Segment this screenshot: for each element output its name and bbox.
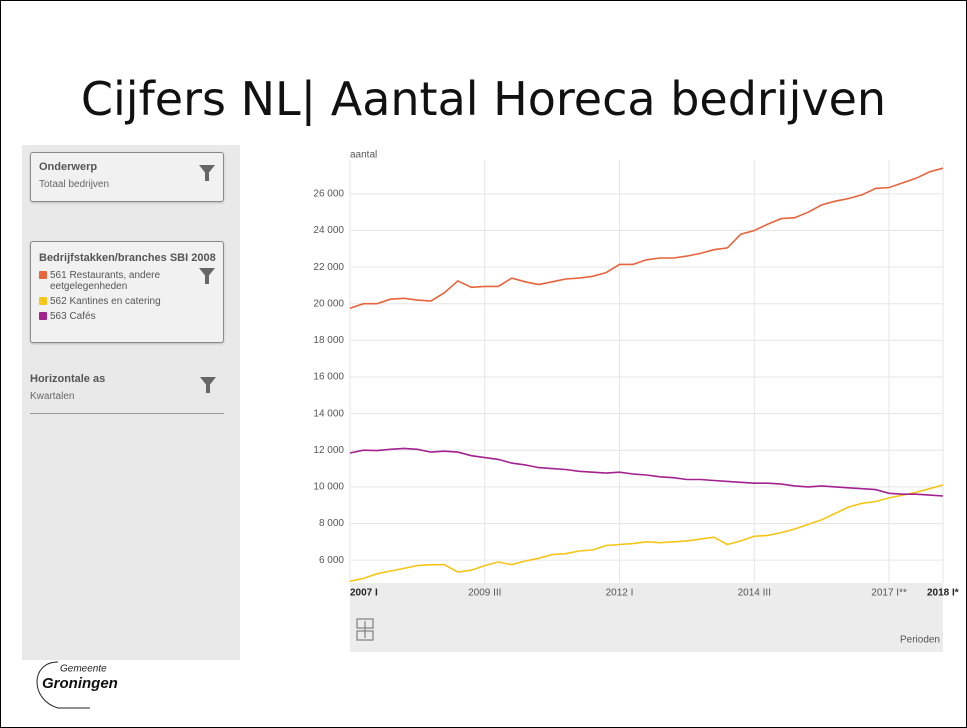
filter-label: Onderwerp (39, 161, 98, 173)
legend-swatch (39, 297, 47, 305)
y-tick-label: 22 000 (313, 262, 344, 273)
y-tick-label: 8 000 (319, 518, 344, 529)
filter-icon[interactable] (199, 268, 215, 284)
x-tick-label: 2009 III (468, 588, 501, 599)
filter-icon[interactable] (199, 165, 215, 181)
logo-text: Gemeente (60, 664, 107, 675)
series-line (349, 167, 944, 310)
filter-value: Totaal bedrijven (39, 179, 110, 190)
x-tick-label: 2017 I** (871, 588, 907, 599)
legend-item: 563 Cafés (39, 311, 189, 322)
legend: 561 Restaurants, andere eetgelegenheden 5… (39, 270, 223, 322)
y-tick-label: 14 000 (313, 408, 344, 419)
filter-value: Kwartalen (30, 391, 75, 402)
x-tick-label: 2007 I (350, 588, 378, 599)
filter-label: Horizontale as (30, 373, 106, 385)
slide-title: Cijfers NL| Aantal Horeca bedrijven (80, 72, 887, 126)
filter-label: Bedrijfstakken/branches SBI 2008 (39, 252, 216, 264)
x-tick-label: 2018 I* (927, 588, 959, 599)
x-axis-label: Perioden (900, 635, 940, 646)
horizontal-axis-filter[interactable]: Horizontale as Kwartalen (30, 373, 224, 414)
legend-swatch (39, 271, 47, 279)
subject-filter[interactable]: Onderwerp Totaal bedrijven (30, 152, 224, 202)
legend-item: 562 Kantines en catering (39, 296, 189, 307)
y-tick-label: 24 000 (313, 225, 344, 236)
y-tick-label: 12 000 (313, 445, 344, 456)
logo-text: Groningen (42, 675, 118, 692)
x-tick-label: 2014 III (738, 588, 771, 599)
filter-icon[interactable] (200, 377, 216, 393)
legend-label: 561 Restaurants, andere eetgelegenheden (50, 270, 161, 292)
series-line (349, 447, 944, 497)
groningen-logo: Gemeente Groningen (36, 661, 118, 709)
filter-panel: Onderwerp Totaal bedrijven Bedrijfstakke… (22, 145, 240, 660)
legend-label: 562 Kantines en catering (50, 296, 161, 307)
legend-item: 561 Restaurants, andere eetgelegenheden (39, 270, 189, 292)
y-tick-label: 26 000 (313, 189, 344, 200)
legend-swatch (39, 312, 47, 320)
y-tick-label: 10 000 (313, 482, 344, 493)
series-line (349, 484, 944, 582)
y-tick-label: 16 000 (313, 372, 344, 383)
y-tick-label: 6 000 (319, 555, 344, 566)
y-tick-label: 20 000 (313, 298, 344, 309)
branch-filter[interactable]: Bedrijfstakken/branches SBI 2008 561 Res… (30, 241, 224, 343)
cbs-logo (356, 618, 374, 641)
y-axis-label: aantal (350, 150, 377, 161)
x-axis-band (350, 583, 943, 652)
y-tick-label: 18 000 (313, 335, 344, 346)
x-tick-label: 2012 I (606, 588, 634, 599)
legend-label: 563 Cafés (50, 311, 96, 322)
